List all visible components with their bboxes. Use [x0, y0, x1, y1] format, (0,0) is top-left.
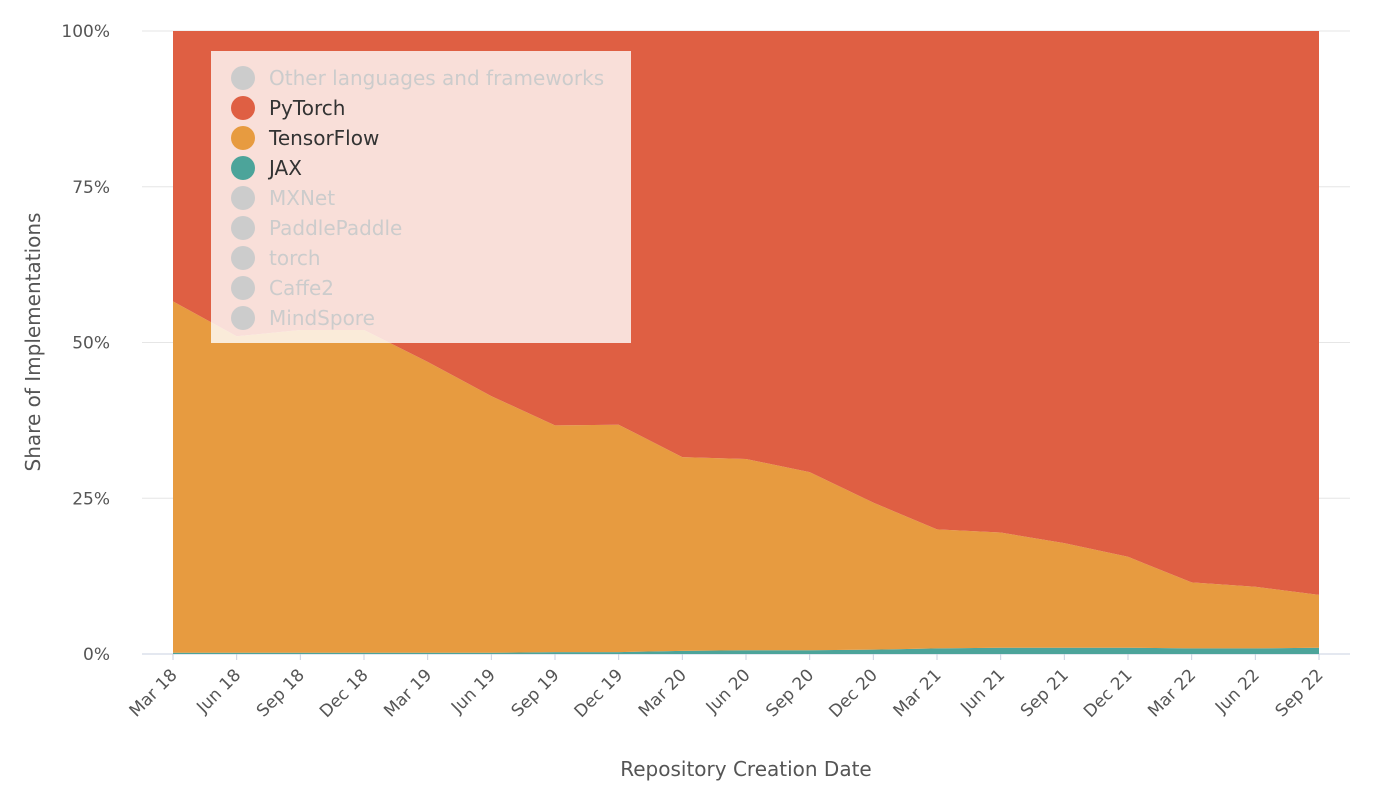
x-tick-label: Jun 19 [447, 665, 500, 718]
x-tick-label: Mar 18 [126, 665, 182, 721]
legend-item-torch[interactable]: torch [231, 246, 321, 270]
y-tick-label: 75% [72, 178, 110, 198]
legend-item-pytorch[interactable]: PyTorch [231, 96, 345, 120]
legend-marker [231, 96, 255, 120]
legend-box [211, 51, 631, 343]
x-tick-label: Sep 18 [253, 665, 309, 721]
legend-marker [231, 66, 255, 90]
legend-label: PaddlePaddle [269, 216, 402, 240]
x-tick-label: Jun 22 [1211, 665, 1264, 718]
x-tick-label: Dec 19 [571, 665, 628, 722]
legend-item-jax[interactable]: JAX [231, 156, 302, 180]
legend-item-mindspore[interactable]: MindSpore [231, 306, 375, 330]
legend-marker [231, 246, 255, 270]
x-tick-label: Dec 20 [825, 665, 882, 722]
legend-item-caffe2[interactable]: Caffe2 [231, 276, 334, 300]
x-axis-title: Repository Creation Date [620, 757, 871, 781]
legend-item-other-languages-and-frameworks[interactable]: Other languages and frameworks [231, 66, 604, 90]
legend-label: PyTorch [269, 96, 345, 120]
legend-item-mxnet[interactable]: MXNet [231, 186, 335, 210]
x-tick-label: Sep 22 [1272, 665, 1328, 721]
legend-item-tensorflow[interactable]: TensorFlow [231, 126, 379, 150]
legend-label: TensorFlow [268, 126, 379, 150]
x-tick-label: Mar 19 [380, 665, 436, 721]
legend-item-paddlepaddle[interactable]: PaddlePaddle [231, 216, 402, 240]
x-tick-label: Dec 21 [1080, 665, 1137, 722]
area-tensorflow[interactable] [173, 301, 1319, 653]
x-tick-label: Mar 21 [890, 665, 946, 721]
legend-marker [231, 276, 255, 300]
legend: Other languages and frameworks PyTorch Ten… [211, 51, 631, 343]
area-jax[interactable] [173, 647, 1319, 654]
legend-label: MXNet [269, 186, 335, 210]
x-tick-label: Mar 20 [635, 665, 691, 721]
legend-marker [231, 156, 255, 180]
legend-label: Caffe2 [269, 276, 334, 300]
x-tick-label: Dec 18 [316, 665, 373, 722]
legend-label: JAX [267, 156, 302, 180]
y-axis-title: Share of Implementations [21, 213, 45, 472]
legend-label: MindSpore [269, 306, 375, 330]
x-tick-label: Sep 20 [762, 665, 818, 721]
legend-marker [231, 216, 255, 240]
legend-label: Other languages and frameworks [269, 66, 604, 90]
y-tick-label: 25% [72, 489, 110, 509]
x-tick-label: Jun 21 [956, 665, 1009, 718]
legend-marker [231, 186, 255, 210]
legend-marker [231, 126, 255, 150]
x-tick-label: Jun 18 [192, 665, 245, 718]
x-tick-label: Jun 20 [702, 665, 755, 718]
x-tick-label: Mar 22 [1144, 665, 1200, 721]
legend-marker [231, 306, 255, 330]
y-tick-label: 50% [72, 334, 110, 354]
x-tick-label: Sep 19 [508, 665, 564, 721]
y-tick-label: 100% [61, 22, 110, 42]
legend-label: torch [269, 246, 321, 270]
y-tick-label: 0% [83, 645, 110, 665]
x-tick-label: Sep 21 [1017, 665, 1073, 721]
